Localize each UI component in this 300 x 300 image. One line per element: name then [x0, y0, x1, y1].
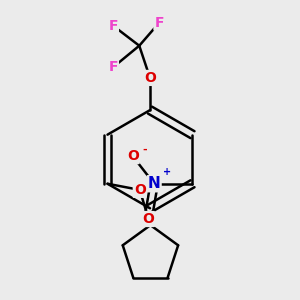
Text: +: + — [163, 167, 171, 177]
Text: O: O — [127, 149, 139, 163]
Text: O: O — [144, 71, 156, 85]
Text: -: - — [143, 145, 147, 154]
Text: F: F — [154, 16, 164, 30]
Text: O: O — [142, 212, 154, 226]
Text: F: F — [108, 60, 118, 74]
Text: N: N — [148, 176, 161, 191]
Text: O: O — [134, 183, 146, 197]
Text: F: F — [108, 19, 118, 33]
